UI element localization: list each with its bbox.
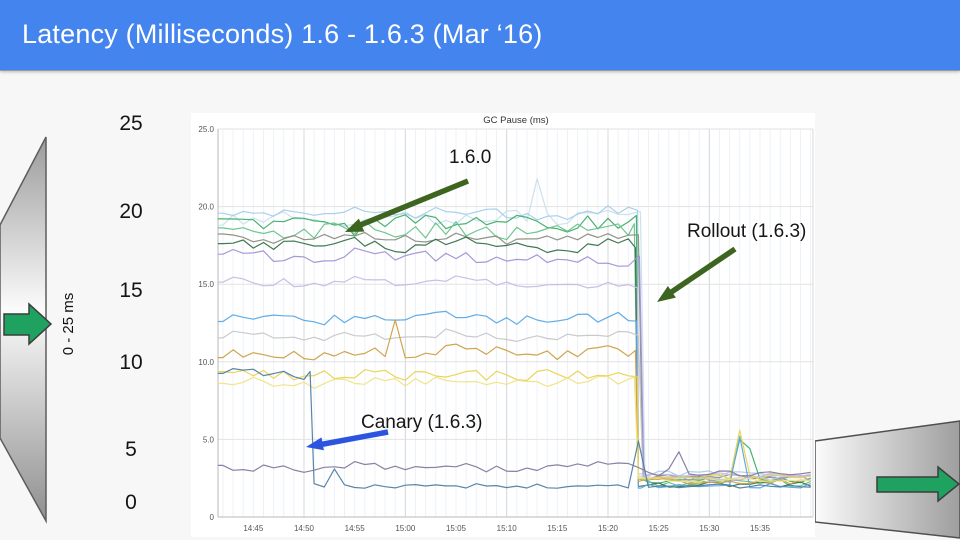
svg-text:15:25: 15:25 xyxy=(649,524,670,533)
svg-text:15:05: 15:05 xyxy=(446,524,467,533)
chart-title: GC Pause (ms) xyxy=(483,115,548,126)
annotation-canary: Canary (1.6.3) xyxy=(361,412,483,433)
series-yellow-2 xyxy=(217,375,811,483)
svg-text:5.0: 5.0 xyxy=(203,435,215,444)
svg-text:14:50: 14:50 xyxy=(294,524,315,533)
annotation-rollout: Rollout (1.6.3) xyxy=(687,221,807,242)
series-light-blue-2 xyxy=(217,205,811,477)
series-canary-steel-blue xyxy=(217,368,811,489)
series-gold xyxy=(217,319,811,485)
svg-text:10.0: 10.0 xyxy=(198,358,214,367)
svg-text:25.0: 25.0 xyxy=(198,125,214,134)
scale-label-5: 5 xyxy=(125,438,137,461)
scale-label-25: 25 xyxy=(119,112,143,135)
svg-text:15:10: 15:10 xyxy=(497,524,518,533)
svg-text:15:00: 15:00 xyxy=(395,524,416,533)
scale-label-20: 20 xyxy=(119,200,143,223)
svg-text:14:55: 14:55 xyxy=(345,524,366,533)
slide-title: Latency (Milliseconds) 1.6 - 1.6.3 (Mar … xyxy=(22,18,543,49)
svg-text:0: 0 xyxy=(210,513,215,522)
svg-text:15:35: 15:35 xyxy=(750,524,771,533)
svg-text:15:20: 15:20 xyxy=(598,524,619,533)
series-blue xyxy=(217,310,811,489)
scale-label-0: 0 xyxy=(125,491,137,514)
svg-text:14:45: 14:45 xyxy=(243,524,264,533)
slide-title-bar: Latency (Milliseconds) 1.6 - 1.6.3 (Mar … xyxy=(0,0,960,71)
annotation-160: 1.6.0 xyxy=(449,147,492,168)
scale-label-15: 15 xyxy=(119,279,143,302)
svg-text:15:15: 15:15 xyxy=(547,524,568,533)
series-yellow-1 xyxy=(217,369,811,480)
series-silver xyxy=(217,328,811,481)
series-gray-olive xyxy=(217,231,811,480)
svg-text:20.0: 20.0 xyxy=(198,203,214,212)
series-purple xyxy=(217,247,811,482)
svg-text:15:30: 15:30 xyxy=(699,524,720,533)
scale-label-10: 10 xyxy=(119,351,143,374)
svg-text:15.0: 15.0 xyxy=(198,280,214,289)
series-dark-purple xyxy=(217,451,811,477)
